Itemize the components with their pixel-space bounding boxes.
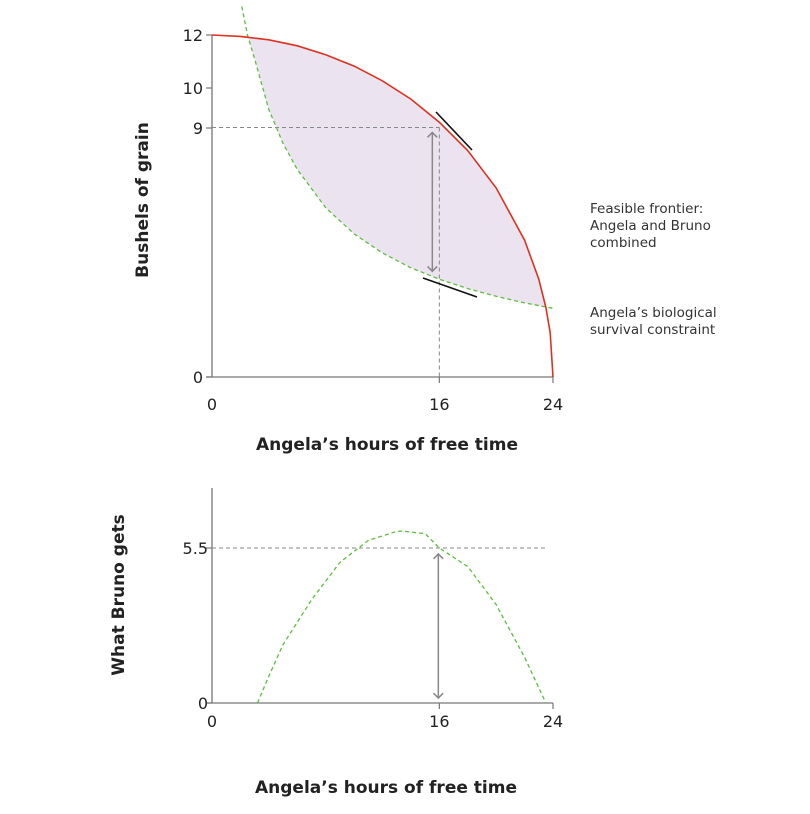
x-tick-label: 24 [543, 712, 563, 731]
x-tick-label: 16 [429, 395, 449, 414]
feasible-region [240, 35, 546, 308]
constraint-annotation-line: survival constraint [590, 322, 715, 338]
y-tick-label: 9 [193, 119, 203, 138]
constraint-tangent-line [422, 277, 478, 298]
frontier-tangent-line [435, 111, 473, 151]
feasible-frontier-curve [211, 34, 554, 378]
x-tick-label: 0 [207, 712, 217, 731]
y-tick-label: 0 [193, 368, 203, 387]
x-tick-label: 16 [429, 712, 449, 731]
y-axis-label: Bushels of grain [133, 122, 153, 278]
bottom-chart: 0 5.5 0 16 24 Angela’s hours of free time What… [109, 488, 563, 798]
frontier-annotation-line: combined [590, 235, 657, 251]
survival-constraint-curve [241, 6, 554, 309]
y-tick-label: 10 [183, 79, 203, 98]
x-axis-label: Angela’s hours of free time [255, 778, 517, 798]
x-tick-label: 0 [207, 395, 217, 414]
x-tick-label: 24 [543, 395, 563, 414]
y-tick-label: 0 [198, 694, 208, 713]
bruno-gets-curve [256, 530, 547, 704]
x-axis-label: Angela’s hours of free time [256, 435, 518, 455]
constraint-annotation-line: Angela’s biological [590, 305, 717, 321]
top-chart: 0 9 10 12 0 16 24 Angela’s hours of free time Bu… [133, 6, 717, 455]
frontier-annotation-line: Feasible frontier: [590, 201, 703, 217]
frontier-annotation-line: Angela and Bruno [590, 218, 711, 234]
y-tick-label: 12 [183, 26, 203, 45]
y-tick-label: 5.5 [183, 539, 208, 558]
y-axis-label: What Bruno gets [109, 514, 129, 675]
